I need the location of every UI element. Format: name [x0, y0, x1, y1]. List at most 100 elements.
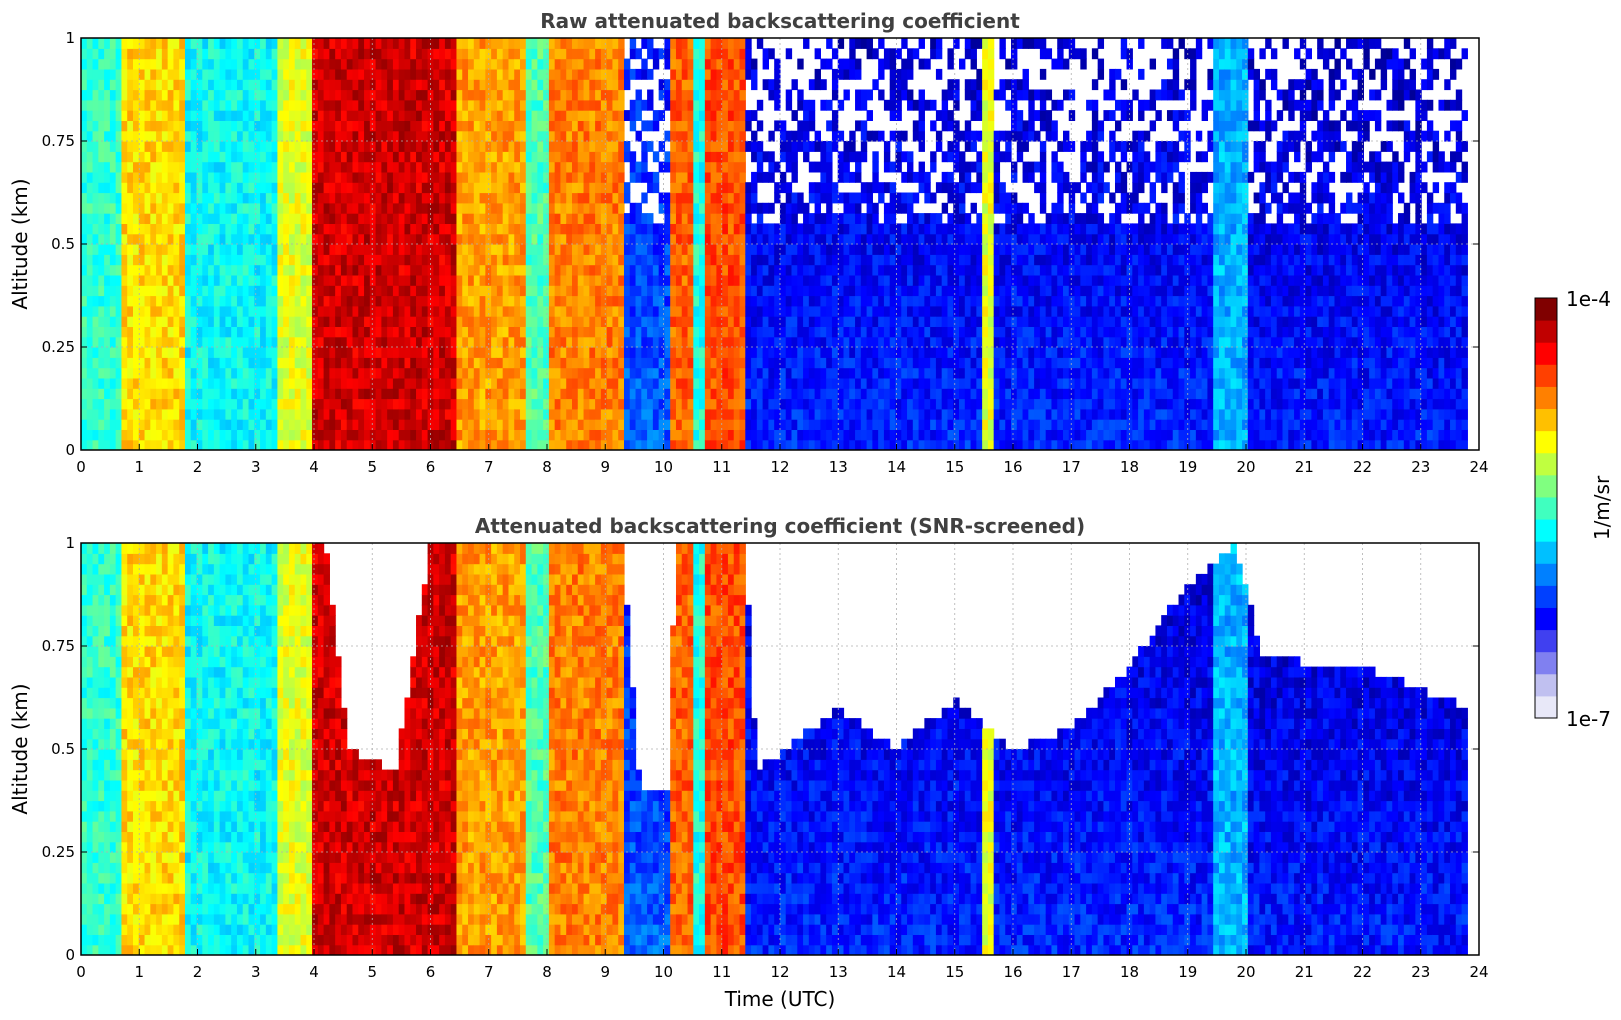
heat-cell [121, 264, 128, 276]
heat-cell [231, 182, 238, 194]
heat-cell [560, 254, 567, 266]
heat-cell [733, 254, 741, 266]
heat-cell [566, 213, 573, 224]
heat-cell [398, 429, 406, 441]
heat-cell [236, 233, 244, 245]
heat-cell [514, 439, 521, 450]
heat-cell [525, 38, 533, 49]
heat-cell [340, 182, 348, 194]
heat-cell [208, 130, 215, 142]
heat-cell [375, 79, 382, 91]
heat-cell [485, 192, 492, 204]
heat-cell [213, 223, 221, 235]
heat-cell [450, 141, 458, 152]
heat-cell [756, 254, 764, 266]
heat-cell [612, 377, 619, 389]
heat-cell [583, 120, 590, 132]
heat-cell [265, 48, 273, 60]
heat-cell [242, 388, 250, 400]
heat-cell [514, 398, 521, 410]
heat-cell [300, 182, 307, 194]
heat-cell [814, 347, 821, 358]
heat-cell [808, 274, 816, 286]
heat-cell [150, 38, 157, 49]
heat-cell [797, 254, 804, 266]
heat-cell [681, 130, 689, 142]
heat-cell [606, 367, 614, 379]
heat-cell [184, 336, 192, 348]
heat-cell [225, 336, 232, 348]
heat-cell [254, 89, 261, 101]
heat-cell [381, 347, 388, 358]
heat-cell [364, 439, 371, 450]
heat-cell [450, 213, 458, 224]
heat-cell [681, 182, 689, 194]
heat-cell [433, 408, 440, 420]
heat-cell [491, 213, 498, 224]
heat-cell [427, 295, 434, 307]
heat-cell [317, 274, 325, 286]
heat-cell [167, 336, 175, 348]
heat-cell [623, 429, 631, 441]
heat-cell [410, 305, 417, 317]
heat-cell [606, 398, 614, 410]
heat-cell [716, 398, 723, 410]
heat-cell [86, 439, 94, 450]
heat-cell [462, 182, 469, 194]
heat-cell [294, 161, 302, 173]
heat-cell [520, 398, 527, 410]
heat-cell [271, 233, 278, 245]
heat-cell [132, 408, 140, 420]
heat-cell [670, 429, 677, 441]
heat-cell [751, 377, 758, 389]
heat-cell [381, 316, 388, 327]
heat-cell [416, 110, 423, 121]
heat-cell [687, 336, 694, 348]
heat-cell [675, 347, 683, 358]
heat-cell [173, 274, 180, 286]
heat-cell [288, 285, 296, 297]
heat-cell [681, 192, 689, 204]
heat-cell [81, 151, 88, 163]
heat-cell [231, 120, 238, 132]
heat-cell [421, 58, 429, 70]
heat-cell [132, 388, 140, 400]
heat-cell [687, 244, 694, 255]
heat-cell [727, 274, 735, 286]
heat-cell [727, 419, 735, 430]
heat-cell [144, 192, 151, 204]
heat-cell [560, 274, 567, 286]
heat-cell [358, 408, 365, 420]
heat-cell [531, 419, 538, 430]
heat-cell [277, 38, 284, 49]
heat-cell [710, 171, 718, 183]
heat-cell [733, 316, 741, 327]
heat-cell [167, 398, 175, 410]
heat-cell [404, 151, 411, 163]
heat-cell [265, 182, 273, 194]
heat-cell [444, 38, 452, 49]
heat-cell [652, 120, 660, 132]
heat-cell [300, 439, 307, 450]
heat-cell [433, 295, 440, 307]
heat-cell [416, 58, 423, 70]
heat-cell [300, 213, 307, 224]
heat-cell [618, 151, 625, 163]
heat-cell [554, 202, 562, 214]
heat-cell [647, 326, 654, 338]
heat-cell [733, 398, 741, 410]
heat-cell [231, 192, 238, 204]
heat-cell [364, 192, 371, 204]
heat-cell [248, 336, 255, 348]
heat-cell [727, 79, 735, 91]
heat-cell [566, 141, 573, 152]
heat-cell [652, 233, 660, 245]
heat-cell [329, 38, 336, 49]
heat-cell [196, 336, 203, 348]
heat-cell [115, 347, 123, 358]
heat-cell [762, 58, 769, 70]
heat-cell [629, 213, 637, 224]
heat-cell [416, 316, 423, 327]
heat-cell [208, 182, 215, 194]
heat-cell [236, 151, 244, 163]
